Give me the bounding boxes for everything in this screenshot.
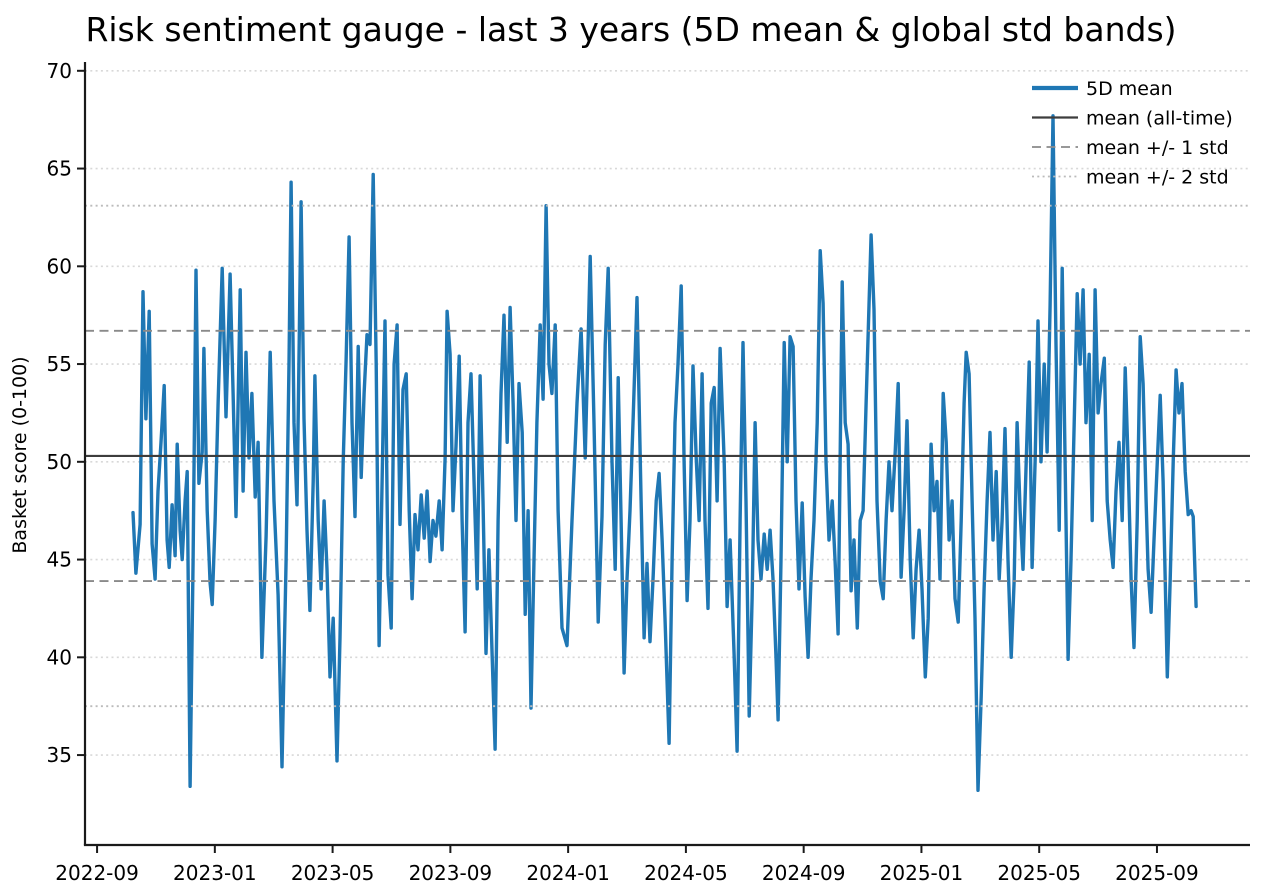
- legend-label-mean: mean (all-time): [1086, 108, 1233, 130]
- x-tick-label: 2023-01: [173, 861, 257, 885]
- y-tick-label: 40: [47, 645, 72, 669]
- legend-label-std1: mean +/- 1 std: [1086, 137, 1229, 159]
- y-tick-label: 35: [47, 743, 72, 767]
- series-line-5d-mean: [131, 114, 1198, 792]
- legend-entry-5d-mean: 5D mean: [1032, 78, 1173, 100]
- x-tick-label: 2022-09: [55, 861, 139, 885]
- x-tick-label: 2024-05: [644, 861, 728, 885]
- x-tick-label: 2025-09: [1115, 861, 1199, 885]
- series-layer: [131, 114, 1198, 792]
- y-tick-label: 50: [47, 450, 72, 474]
- legend-entry-std2: mean +/- 2 std: [1032, 167, 1229, 189]
- x-tick-label: 2023-09: [409, 861, 493, 885]
- y-tick-label: 55: [47, 352, 72, 376]
- y-tick-label: 65: [47, 157, 72, 181]
- x-tick-label: 2024-09: [762, 861, 846, 885]
- x-tick-label: 2023-05: [291, 861, 375, 885]
- legend-entry-std1: mean +/- 1 std: [1032, 137, 1229, 159]
- y-tick-label: 60: [47, 254, 72, 278]
- legend-entry-mean: mean (all-time): [1032, 108, 1233, 130]
- x-tick-label: 2025-01: [880, 861, 964, 885]
- y-tick-label: 45: [47, 548, 72, 572]
- y-axis-label: Basket score (0-100): [9, 356, 31, 553]
- axes-layer: 35 40 45 50 55 60 65 70 2022-09 2023-01 2023-05 202…: [47, 59, 1250, 885]
- x-tick-label: 2024-01: [526, 861, 610, 885]
- y-tick-label: 70: [47, 59, 72, 83]
- stat-lines-layer: [85, 204, 1250, 708]
- legend: 5D mean mean (all-time) mean +/- 1 std m…: [1032, 78, 1233, 189]
- legend-label-std2: mean +/- 2 std: [1086, 167, 1229, 189]
- x-tick-label: 2025-05: [997, 861, 1081, 885]
- chart-title: Risk sentiment gauge - last 3 years (5D …: [85, 10, 1176, 49]
- legend-label-5d-mean: 5D mean: [1086, 78, 1173, 100]
